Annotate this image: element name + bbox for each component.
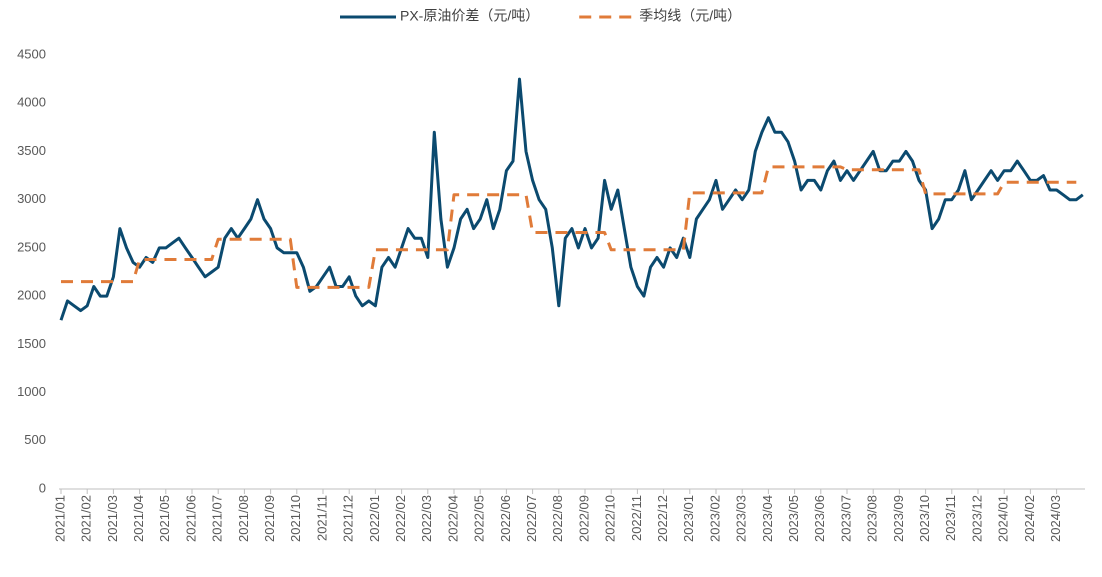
y-tick-label: 3000 <box>17 191 46 206</box>
x-tick-label: 2023/02 <box>707 495 722 542</box>
x-tick-label: 2024/02 <box>1022 495 1037 542</box>
x-tick-label: 2022/05 <box>472 495 487 542</box>
x-tick-label: 2021/04 <box>131 495 146 542</box>
x-tick-label: 2021/10 <box>288 495 303 542</box>
x-tick-label: 2022/01 <box>367 495 382 542</box>
x-tick-label: 2021/11 <box>314 495 329 541</box>
x-tick-label: 2022/04 <box>445 495 460 542</box>
x-tick-label: 2021/01 <box>52 495 67 542</box>
x-tick-label: 2023/11 <box>943 495 958 541</box>
x-tick-label: 2022/12 <box>655 495 670 542</box>
x-tick-label: 2023/03 <box>734 495 749 542</box>
x-tick-label: 2022/02 <box>393 495 408 542</box>
y-tick-label: 4500 <box>17 46 46 61</box>
x-tick-label: 2022/08 <box>550 495 565 542</box>
x-tick-label: 2024/03 <box>1048 495 1063 542</box>
x-tick-label: 2022/07 <box>524 495 539 542</box>
x-tick-label: 2022/03 <box>419 495 434 542</box>
x-tick-label: 2023/04 <box>760 495 775 542</box>
y-tick-label: 4000 <box>17 95 46 110</box>
x-tick-label: 2021/08 <box>236 495 251 542</box>
y-tick-label: 1000 <box>17 384 46 399</box>
x-tick-label: 2021/02 <box>79 495 94 542</box>
x-tick-label: 2022/06 <box>498 495 513 542</box>
x-tick-label: 2024/01 <box>996 495 1011 542</box>
x-tick-label: 2022/10 <box>603 495 618 542</box>
x-tick-label: 2023/01 <box>681 495 696 542</box>
x-tick-label: 2022/11 <box>629 495 644 541</box>
x-tick-label: 2023/12 <box>969 495 984 542</box>
x-tick-label: 2021/05 <box>157 495 172 542</box>
y-tick-label: 500 <box>24 432 46 447</box>
y-tick-label: 1500 <box>17 336 46 351</box>
x-tick-label: 2021/07 <box>210 495 225 542</box>
y-tick-label: 2500 <box>17 239 46 254</box>
x-tick-label: 2022/09 <box>576 495 591 542</box>
x-tick-label: 2023/07 <box>838 495 853 542</box>
x-tick-label: 2023/06 <box>812 495 827 542</box>
x-tick-label: 2021/12 <box>341 495 356 542</box>
series-line <box>61 165 1077 289</box>
x-tick-label: 2023/09 <box>891 495 906 542</box>
x-tick-label: 2021/03 <box>105 495 120 542</box>
x-tick-label: 2023/10 <box>917 495 932 542</box>
legend-label: 季均线（元/吨） <box>639 8 741 24</box>
y-tick-label: 2000 <box>17 288 46 303</box>
y-tick-label: 0 <box>39 480 46 495</box>
x-tick-label: 2021/09 <box>262 495 277 542</box>
legend-label: PX-原油价差（元/吨） <box>400 8 539 24</box>
x-tick-label: 2023/08 <box>865 495 880 542</box>
x-tick-label: 2023/05 <box>786 495 801 542</box>
series-line <box>59 77 1084 321</box>
y-tick-label: 3500 <box>17 143 46 158</box>
x-tick-label: 2021/06 <box>183 495 198 542</box>
